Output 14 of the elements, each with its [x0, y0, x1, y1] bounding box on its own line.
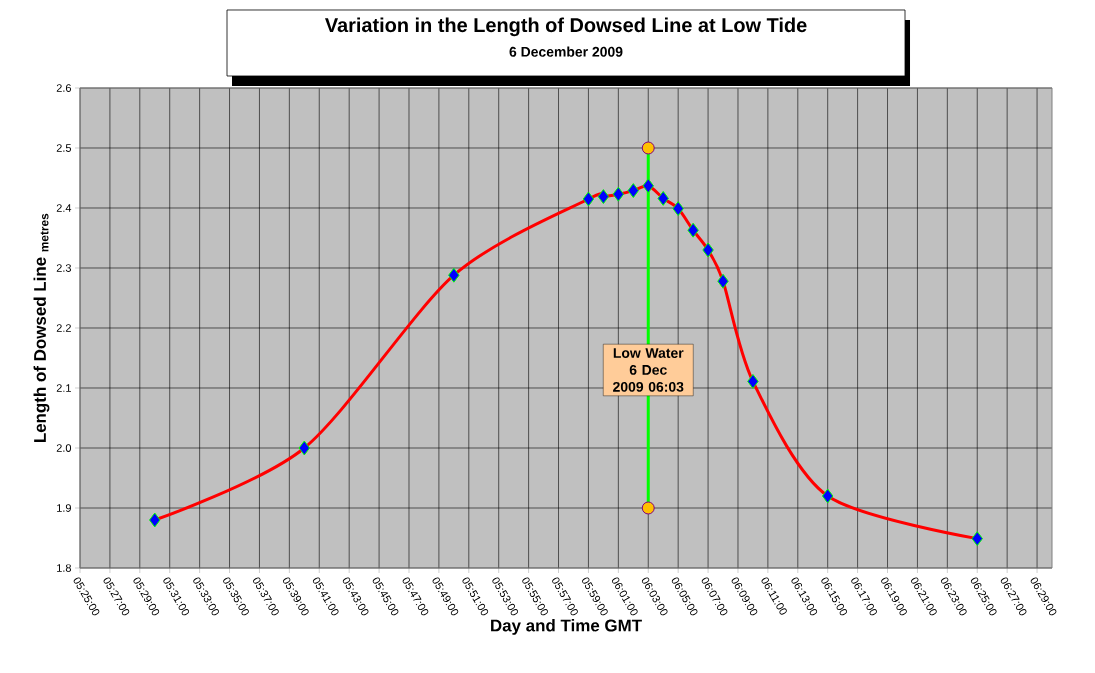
y-axis-title: Length of Dowsed Line $_{metres}$	[33, 213, 50, 443]
y-tick-label: 1.8	[57, 564, 71, 572]
y-tick-label: 2.4	[56, 204, 72, 212]
chart-title: Variation in the Length of Dowsed Line at Low Tide	[325, 17, 807, 37]
y-tick-label: 2.0	[56, 444, 72, 452]
annotation: Low Water 6 Dec 2009 06:03	[613, 348, 684, 392]
y-tick-label: 2.3	[56, 264, 71, 272]
y-tick-label: 2.2	[56, 324, 71, 332]
y-tick-label: 2.5	[56, 144, 72, 152]
y-tick-label: 2.6	[56, 84, 71, 92]
x-axis-title: Day and Time GMT	[491, 619, 642, 635]
y-tick-label: 1.9	[57, 504, 71, 512]
chart-subtitle: 6 December 2009	[509, 46, 623, 57]
y-tick-label: 2.1	[56, 384, 71, 392]
